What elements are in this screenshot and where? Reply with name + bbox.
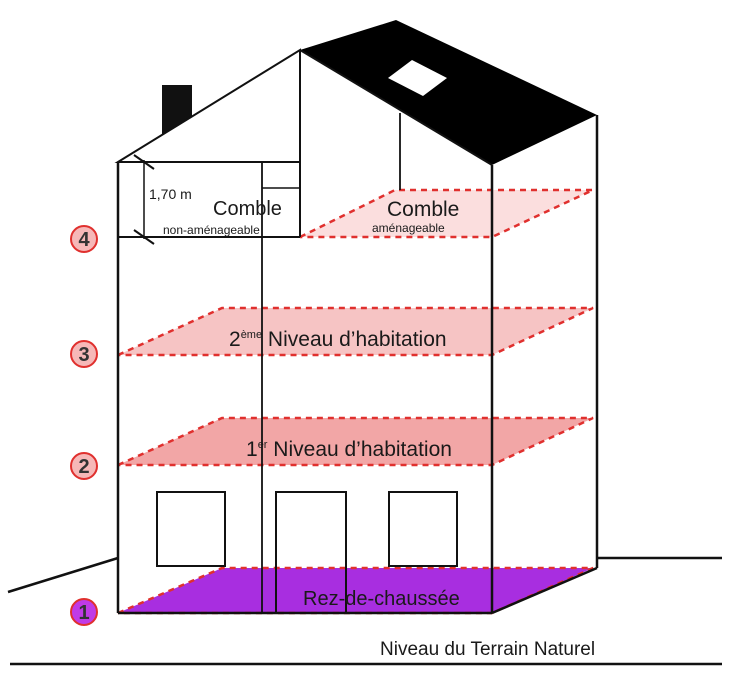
level-marker-1: 1 bbox=[70, 598, 98, 626]
ground-side-edge bbox=[491, 566, 598, 615]
attic-left-subtitle: non-aménageable bbox=[163, 223, 260, 237]
ground-floor-label: Rez-de-chaussée bbox=[303, 588, 460, 610]
attic-right-title: Comble bbox=[387, 198, 459, 221]
roof bbox=[300, 20, 597, 165]
floor-2-label: 2ème Niveau d’habitation bbox=[229, 328, 447, 351]
left-gable bbox=[114, 48, 301, 163]
level-marker-2: 2 bbox=[70, 452, 98, 480]
floor-1-label-number: 1 bbox=[246, 438, 258, 461]
ground-line-left bbox=[7, 556, 119, 594]
roof-edge-front bbox=[299, 49, 493, 166]
roof-skylight bbox=[388, 60, 447, 96]
dimension-tick-bottom bbox=[133, 229, 155, 245]
attic-right-subtitle: aménageable bbox=[372, 221, 445, 235]
dimension-tick-top bbox=[133, 154, 155, 170]
floor-1-label-text: Niveau d’habitation bbox=[267, 438, 451, 461]
floor-1-label: 1er Niveau d’habitation bbox=[246, 438, 452, 461]
floor-plane-2 bbox=[117, 306, 594, 357]
window-right bbox=[388, 491, 458, 567]
window-left bbox=[156, 491, 226, 567]
floor-2-label-superscript: ème bbox=[241, 329, 262, 341]
level-number-4: 4 bbox=[78, 229, 90, 251]
door bbox=[275, 491, 347, 614]
attic-floor-plane bbox=[299, 188, 594, 239]
attic-left-title: Comble bbox=[213, 198, 282, 220]
level-marker-4: 4 bbox=[70, 225, 98, 253]
level-marker-3: 3 bbox=[70, 340, 98, 368]
floor-2-label-number: 2 bbox=[229, 328, 241, 351]
height-dimension-label: 1,70 m bbox=[149, 186, 192, 202]
terrain-label: Niveau du Terrain Naturel bbox=[380, 639, 595, 660]
floor-plane-1 bbox=[117, 416, 594, 467]
floor-2-label-text: Niveau d’habitation bbox=[262, 328, 446, 351]
level-number-1: 1 bbox=[78, 602, 89, 624]
level-number-2: 2 bbox=[78, 456, 89, 478]
floor-1-label-superscript: er bbox=[258, 439, 268, 451]
level-number-3: 3 bbox=[78, 344, 89, 366]
